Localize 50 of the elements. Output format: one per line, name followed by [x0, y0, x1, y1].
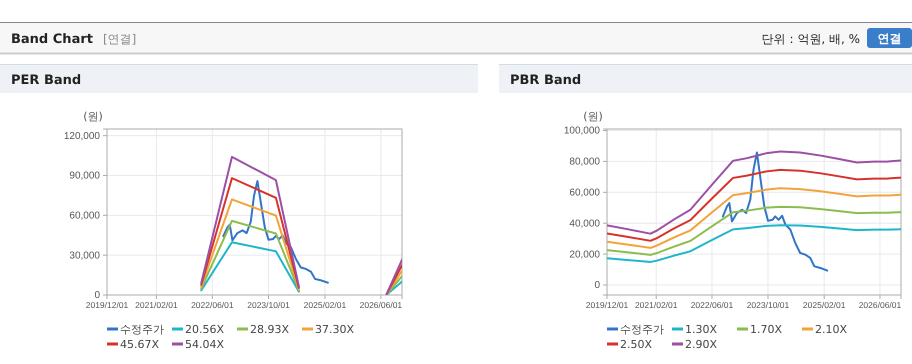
x-tick-label: 2025/02/01 — [304, 300, 346, 310]
line-series — [607, 168, 901, 242]
legend-label: 28.93X — [250, 323, 290, 336]
y-tick-label: 60,000 — [569, 188, 600, 199]
legend-label: 1.30X — [685, 323, 718, 336]
line-series — [607, 150, 901, 235]
y-tick-label: 90,000 — [69, 170, 100, 182]
y-tick-label: 40,000 — [569, 218, 600, 230]
chart-title: PER Band — [11, 73, 82, 88]
x-tick-label: 2026/06/01 — [360, 300, 402, 310]
x-tick-label: 2019/12/01 — [586, 300, 629, 310]
button: 연결 — [867, 28, 912, 48]
x-tick-label: 2022/06/01 — [191, 300, 234, 310]
legend-label: 20.56X — [185, 323, 224, 336]
line-series — [607, 187, 901, 249]
line-series — [222, 180, 329, 284]
y-tick-label: 0 — [594, 280, 600, 292]
y-tick-label: 0 — [94, 290, 100, 302]
text: Band Chart — [11, 32, 93, 47]
line-series — [722, 151, 828, 272]
x-tick-label: 2021/02/01 — [634, 300, 678, 310]
text: 단위 : 억원, 배, % — [762, 32, 860, 46]
y-tick-label: 100,000 — [564, 126, 600, 137]
x-tick-label: 2021/02/01 — [135, 300, 178, 310]
legend-label: 2.10X — [815, 323, 848, 336]
y-tick-label: 120,000 — [64, 130, 100, 142]
y-tick-label: 30,000 — [69, 250, 100, 262]
y-axis-title: (원) — [583, 110, 603, 123]
y-tick-label: 80,000 — [569, 156, 600, 168]
legend-label: 2.50X — [620, 338, 652, 351]
line-series — [607, 224, 901, 263]
x-tick-label: 2026/06/01 — [858, 300, 902, 310]
legend-label: 2.90X — [685, 338, 718, 351]
y-tick-label: 60,000 — [69, 210, 100, 222]
legend-label: 수정주가 — [120, 323, 164, 336]
x-tick-label: 2025/02/01 — [802, 300, 846, 310]
legend-label: 45.67X — [120, 338, 160, 351]
legend-label: 54.04X — [185, 338, 224, 351]
legend-label: 수정주가 — [620, 323, 664, 336]
y-tick-label: 20,000 — [569, 249, 600, 260]
y-axis-title: (원) — [83, 110, 103, 123]
legend-label: 37.30X — [315, 323, 354, 336]
x-tick-label: 2019/12/01 — [86, 300, 129, 310]
x-tick-label: 2023/10/01 — [247, 300, 290, 310]
chart-title: PBR Band — [510, 73, 582, 88]
x-tick-label: 2022/06/01 — [690, 300, 734, 310]
legend-label: 1.70X — [750, 323, 782, 336]
x-tick-label: 2023/10/01 — [746, 300, 790, 310]
text: [연결] — [102, 32, 136, 46]
line-series — [607, 206, 901, 256]
